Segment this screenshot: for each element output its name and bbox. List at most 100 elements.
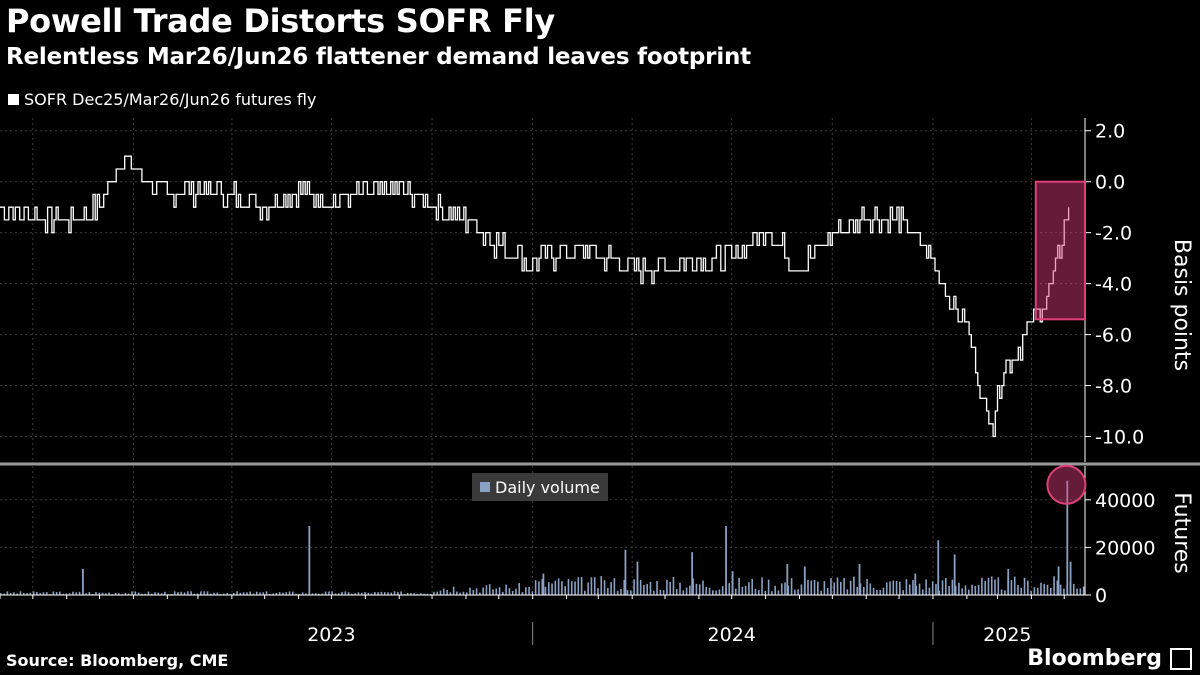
volume-bar [584, 590, 586, 595]
volume-bar [800, 584, 803, 595]
highlights [1034, 180, 1087, 505]
volume-bar [718, 589, 721, 595]
volume-bar [393, 591, 396, 595]
volume-bar [538, 581, 540, 595]
volume-bar [190, 591, 192, 595]
volume-bar [807, 579, 809, 595]
volume-bar-spike [937, 540, 940, 595]
volume-bar-spike [725, 525, 727, 595]
volume-bar [574, 581, 576, 595]
volume-bar [1046, 584, 1049, 595]
volume-bar [1017, 585, 1019, 595]
volume-bar [429, 593, 432, 595]
volume-bar [626, 590, 629, 595]
axes [0, 118, 1200, 645]
volume-bar [452, 586, 455, 595]
volume-bar [685, 587, 688, 595]
volume-bar [551, 583, 553, 595]
volume-bar [495, 588, 498, 595]
volume-bar [508, 588, 511, 595]
volume-bar-spike [914, 573, 917, 595]
volume-bar [157, 592, 160, 595]
volume-bar [1059, 584, 1062, 595]
volume-bar [945, 578, 947, 595]
volume-bar [88, 592, 91, 595]
volume-bar [397, 592, 399, 595]
page-title: Powell Trade Distorts SOFR Fly [6, 2, 555, 40]
volume-bar [780, 583, 783, 595]
volume-bar [643, 585, 645, 595]
volume-bar [72, 591, 74, 595]
volume-bar [639, 579, 642, 595]
volume-bar [436, 591, 439, 595]
volume-bar [321, 593, 324, 595]
volume-bar [426, 593, 429, 595]
volume-bar [351, 593, 353, 595]
volume-bar [994, 579, 996, 595]
volume-bar [866, 579, 868, 595]
volume-bar [131, 591, 133, 595]
volume-bar [127, 593, 130, 595]
volume-bar [662, 590, 665, 595]
volume-bar [967, 589, 970, 595]
volume-bar [990, 576, 993, 595]
volume-bar [105, 593, 107, 595]
volume-bar [154, 592, 156, 595]
volume-bar [6, 591, 9, 595]
volume-bar [502, 591, 504, 595]
volume-bar [859, 583, 862, 595]
volume-bar [249, 591, 251, 595]
volume-bar [98, 592, 101, 595]
y-tick-label: -6.0 [1095, 325, 1132, 347]
volume-bar [961, 588, 964, 595]
x-year-label: 2024 [708, 624, 756, 646]
volume-bar [882, 587, 885, 595]
volume-bar [439, 590, 442, 595]
volume-bar [771, 591, 773, 595]
volume-bar [744, 586, 747, 595]
volume-bar [315, 593, 317, 595]
volume-bar [915, 585, 918, 595]
volume-bar [292, 591, 294, 595]
volume-bar [200, 591, 202, 595]
volume-bar [735, 588, 737, 595]
volume-bar [521, 592, 524, 595]
volume-bar [318, 593, 320, 595]
volume-bar [830, 578, 832, 595]
volume-bar [134, 591, 137, 595]
volume-bar [91, 593, 94, 595]
volume-bar [1030, 590, 1032, 595]
volume-bar [311, 593, 314, 595]
volume-bar [482, 587, 484, 595]
volume-bar [298, 593, 301, 595]
volume-bar [180, 591, 183, 595]
y-tick-label: 0 [1095, 585, 1107, 607]
volume-bar [206, 591, 209, 595]
volume-bar [42, 592, 45, 595]
volume-bar [479, 592, 481, 595]
volume-bar [377, 592, 379, 595]
volume-bar [203, 591, 206, 595]
volume-bar [849, 580, 852, 595]
volume-bar-spike [691, 552, 694, 595]
volume-bar [101, 592, 104, 595]
volume-bar [364, 591, 366, 595]
volume-bar [826, 588, 829, 595]
volume-bar [210, 593, 212, 595]
volume-bar [406, 593, 409, 595]
volume-bar [337, 593, 340, 595]
volume-bar [869, 583, 872, 595]
volume-bar [593, 577, 596, 595]
volume-bar [387, 592, 389, 595]
y-tick-label: -8.0 [1095, 376, 1132, 398]
volume-bar [761, 577, 763, 595]
volume-bar [577, 577, 580, 595]
volume-bar [1053, 576, 1055, 595]
volume-bar [357, 592, 360, 595]
volume-bar [1020, 587, 1023, 595]
volume-bar [26, 593, 28, 595]
volume-bar [784, 582, 786, 595]
volume-bar [554, 580, 557, 595]
y-tick-label: -10.0 [1095, 427, 1144, 449]
